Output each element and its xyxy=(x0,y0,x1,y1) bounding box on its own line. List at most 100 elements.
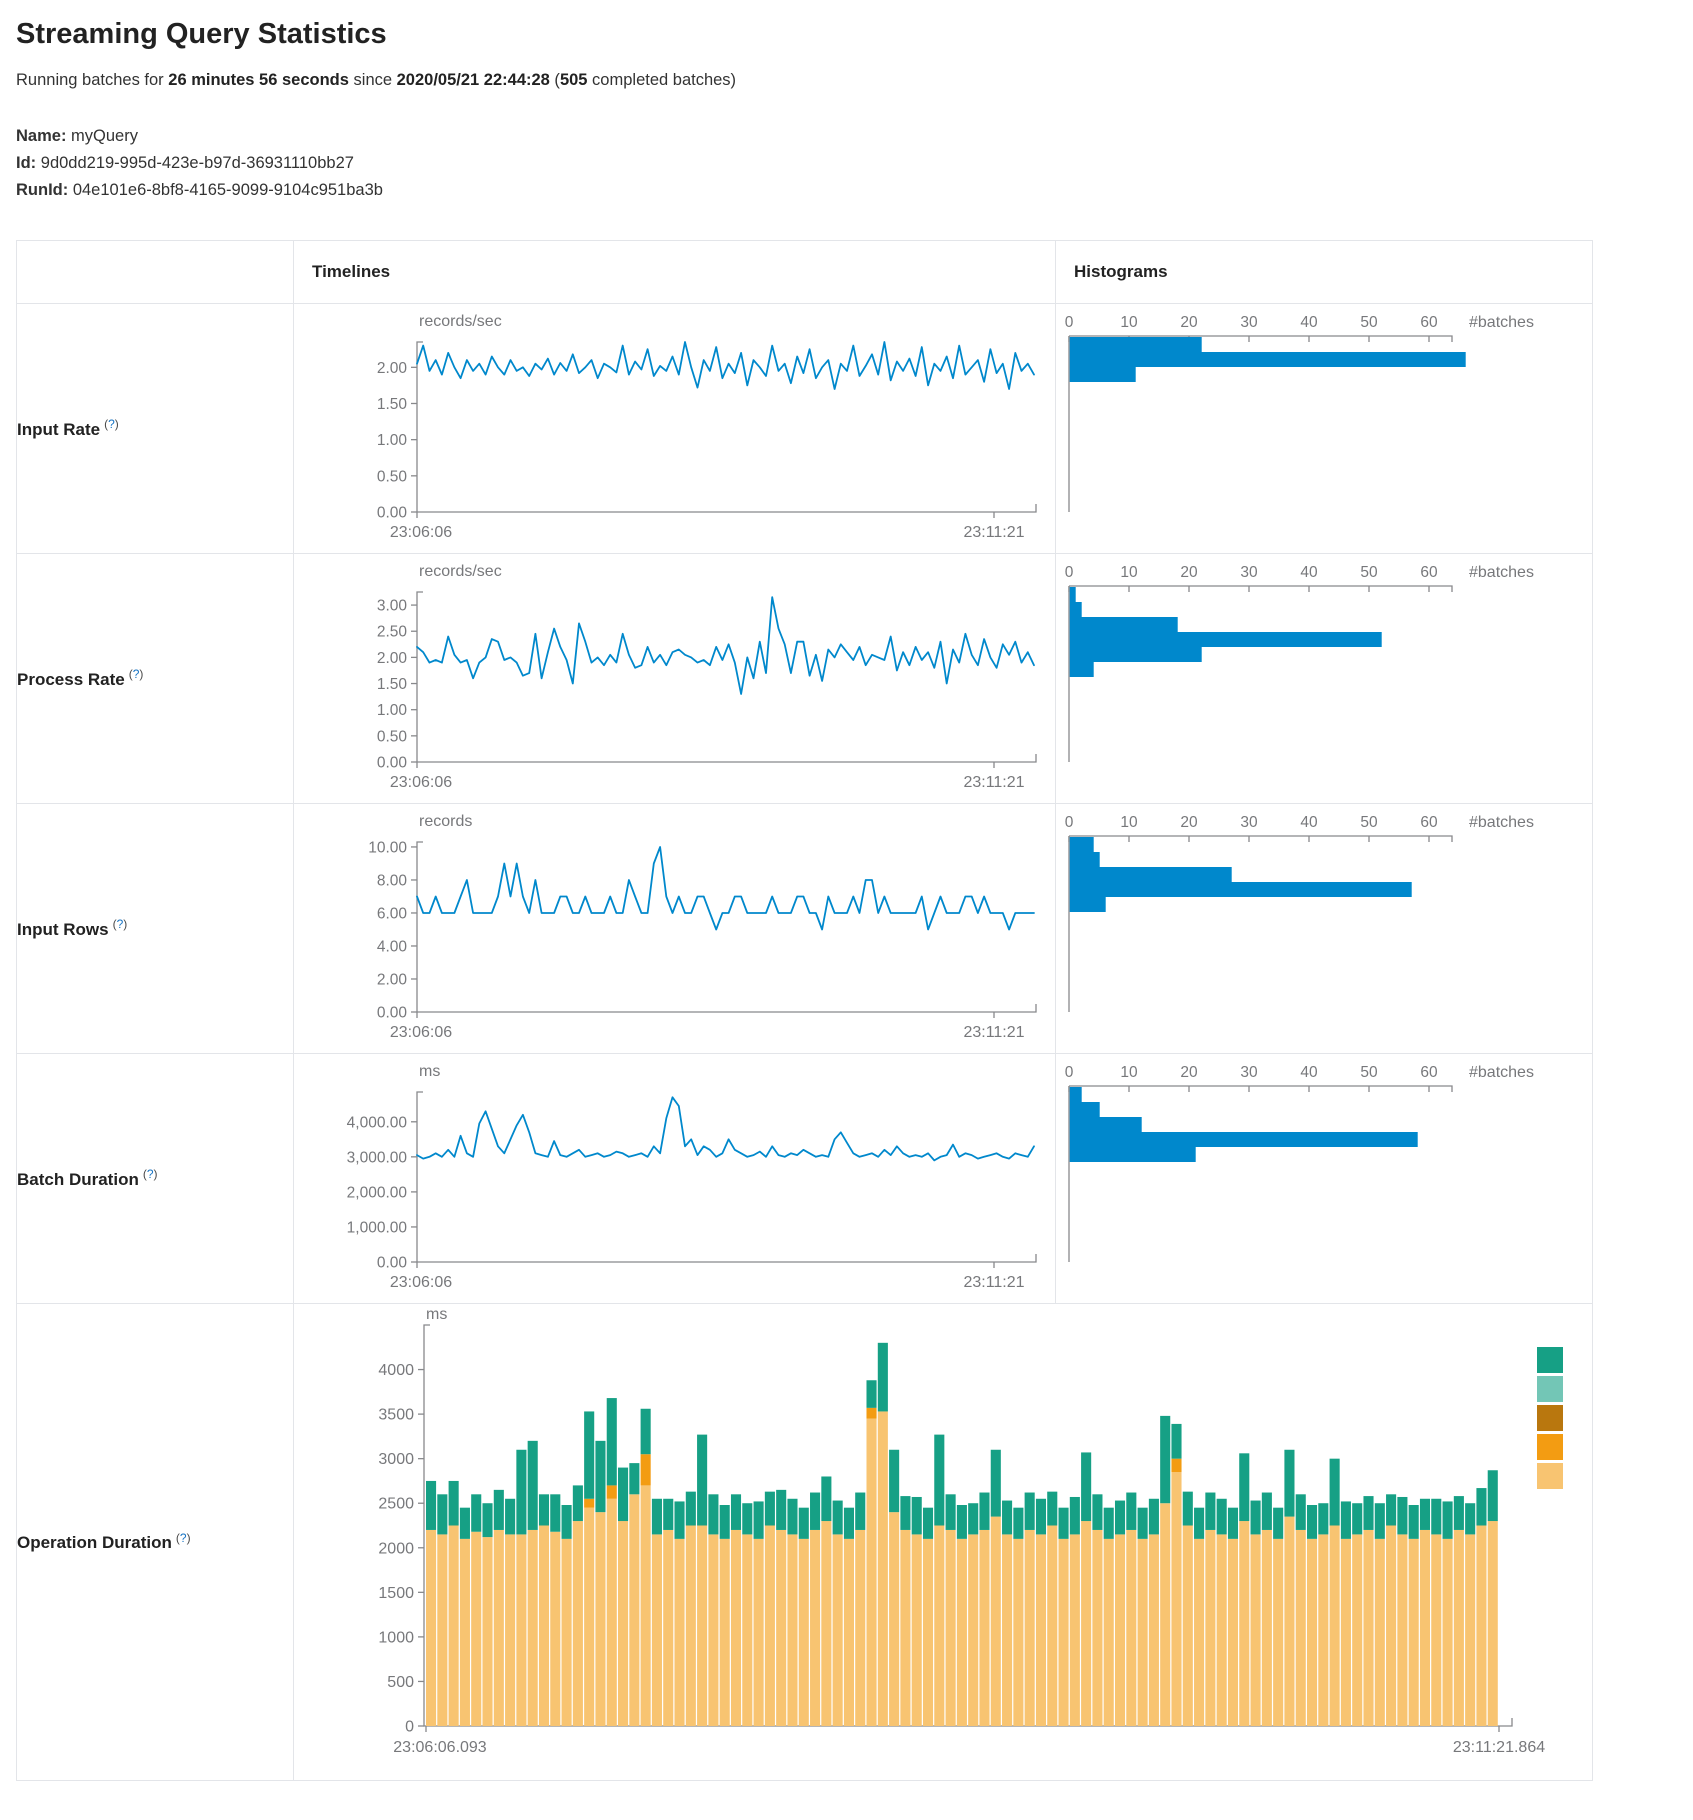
input-rows-histogram-chart: 0 10 20 30 40 50 60 #batches xyxy=(1065,814,1534,1012)
stacked-bar-segment xyxy=(1182,1525,1193,1726)
stacked-bar-segment xyxy=(764,1525,775,1726)
stacked-bar-segment xyxy=(1487,1521,1498,1726)
timeline-line xyxy=(416,340,1035,390)
histogram-bar xyxy=(1069,1086,1082,1102)
stacked-bar-segment xyxy=(1002,1500,1013,1535)
stacked-bar-segment xyxy=(629,1463,640,1495)
stacked-bar-segment xyxy=(821,1476,832,1522)
operation-duration-chart: ms 0 500 1000 1500 2000 2500 3000 3500 4000 23:06:… xyxy=(378,1306,1563,1756)
svg-text:23:11:21.864: 23:11:21.864 xyxy=(1453,1739,1545,1756)
svg-text:#batches: #batches xyxy=(1469,314,1534,331)
table-header-row: Timelines Histograms xyxy=(16,240,1593,304)
stacked-bar-segment xyxy=(1465,1503,1476,1535)
stacked-bar-segment xyxy=(979,1529,990,1726)
stacked-bar-segment xyxy=(1453,1496,1464,1530)
start-timestamp: 2020/05/21 22:44:28 xyxy=(396,71,550,89)
stacked-bar-segment xyxy=(426,1529,437,1726)
stacked-bar-segment xyxy=(606,1498,617,1726)
stacked-bar-segment xyxy=(1182,1491,1193,1526)
legend-swatch xyxy=(1537,1434,1563,1460)
stacked-bar-segment xyxy=(426,1480,437,1530)
stacked-bar-segment xyxy=(956,1505,967,1539)
stacked-bar-segment xyxy=(1092,1529,1103,1726)
stacked-bar-segment xyxy=(1273,1507,1284,1539)
svg-text:4,000.00: 4,000.00 xyxy=(347,1114,408,1131)
operation-duration-help-icon[interactable]: (?) xyxy=(175,1530,191,1545)
batch-duration-help-icon[interactable]: (?) xyxy=(142,1167,158,1182)
running-batches-summary: Running batches for 26 minutes 56 second… xyxy=(16,71,1677,90)
input-rate-help-icon[interactable]: (?) xyxy=(104,417,119,432)
svg-text:1,000.00: 1,000.00 xyxy=(347,1219,408,1236)
svg-text:0: 0 xyxy=(1065,314,1074,331)
svg-text:0.00: 0.00 xyxy=(377,504,408,521)
stacked-bar-segment xyxy=(1295,1529,1306,1726)
stacked-bar-segment xyxy=(730,1529,742,1726)
stacked-bar-segment xyxy=(1431,1534,1442,1726)
stacked-bar-segment xyxy=(990,1516,1001,1726)
legend-swatch xyxy=(1537,1376,1563,1402)
stacked-bar-segment xyxy=(606,1398,617,1486)
svg-text:#batches: #batches xyxy=(1469,1064,1534,1081)
stacked-bar-segment xyxy=(1058,1507,1069,1539)
stacked-bar-segment xyxy=(922,1538,934,1726)
stacked-bar-segment xyxy=(832,1534,843,1726)
stacked-bar-segment xyxy=(1002,1534,1013,1726)
stacked-bar-segment xyxy=(1171,1423,1182,1459)
stacked-bar-segment xyxy=(990,1449,1001,1517)
stacked-bar-segment xyxy=(697,1525,708,1726)
stacked-bar-segment xyxy=(640,1454,651,1486)
stacked-bar-segment xyxy=(764,1491,775,1526)
legend-swatch xyxy=(1537,1405,1563,1431)
stacked-bar-segment xyxy=(1453,1529,1464,1726)
svg-text:20: 20 xyxy=(1180,814,1198,831)
stacked-bar-segment xyxy=(493,1489,504,1530)
input-rows-help-icon[interactable]: (?) xyxy=(112,917,128,932)
query-id-line: Id: 9d0dd219-995d-423e-b97d-36931110bb27 xyxy=(16,150,1677,177)
summary-text: completed batches) xyxy=(587,71,737,89)
stacked-bar-segment xyxy=(493,1529,504,1726)
stacked-bar-segment xyxy=(538,1525,550,1726)
stacked-bar-segment xyxy=(1374,1503,1385,1539)
svg-text:23:11:21: 23:11:21 xyxy=(963,524,1024,541)
stacked-bar-segment xyxy=(685,1491,696,1526)
stacked-bar-segment xyxy=(730,1494,742,1530)
svg-text:30: 30 xyxy=(1240,1064,1258,1081)
stacked-bar-segment xyxy=(572,1521,583,1726)
histogram-bar xyxy=(1069,616,1178,632)
svg-text:10: 10 xyxy=(1120,314,1138,331)
stacked-bar-segment xyxy=(1306,1505,1318,1539)
stacked-bar-segment xyxy=(471,1494,482,1532)
stacked-bar-segment xyxy=(821,1521,832,1726)
histogram-bar xyxy=(1069,366,1136,382)
histogram-bar xyxy=(1069,586,1076,602)
svg-text:23:11:21: 23:11:21 xyxy=(963,1024,1024,1041)
svg-text:2500: 2500 xyxy=(378,1496,414,1513)
histogram-bar xyxy=(1069,661,1094,677)
svg-text:500: 500 xyxy=(387,1674,414,1691)
stacked-bar-segment xyxy=(776,1489,787,1530)
svg-text:50: 50 xyxy=(1360,814,1378,831)
svg-text:4000: 4000 xyxy=(378,1362,414,1379)
stacked-bar-segment xyxy=(787,1498,798,1535)
stacked-bar-segment xyxy=(640,1485,651,1726)
histogram-bar xyxy=(1069,851,1100,867)
svg-text:50: 50 xyxy=(1360,314,1378,331)
process-rate-help-icon[interactable]: (?) xyxy=(128,667,144,682)
stacked-bar-segment xyxy=(482,1537,493,1726)
query-runid-line: RunId: 04e101e6-8bf8-4165-9099-9104c951b… xyxy=(16,177,1677,204)
timeline-line xyxy=(416,845,1035,930)
stacked-bar-segment xyxy=(1340,1501,1351,1539)
stacked-bar-segment xyxy=(708,1494,719,1535)
stacked-bar-segment xyxy=(1363,1496,1374,1530)
stacked-bar-segment xyxy=(550,1531,561,1726)
svg-text:0: 0 xyxy=(1065,814,1074,831)
stacked-bar-segment xyxy=(1431,1498,1442,1535)
svg-text:23:06:06: 23:06:06 xyxy=(390,524,452,541)
histogram-bar xyxy=(1069,1116,1142,1132)
row-label-text: Input Rate xyxy=(17,419,101,439)
stacked-bar-segment xyxy=(1419,1529,1431,1726)
stacked-bar-segment xyxy=(1318,1503,1329,1535)
stacked-bar-segment xyxy=(956,1538,967,1726)
stacked-bar-segment xyxy=(550,1494,561,1532)
stacked-bar-segment xyxy=(505,1534,516,1726)
